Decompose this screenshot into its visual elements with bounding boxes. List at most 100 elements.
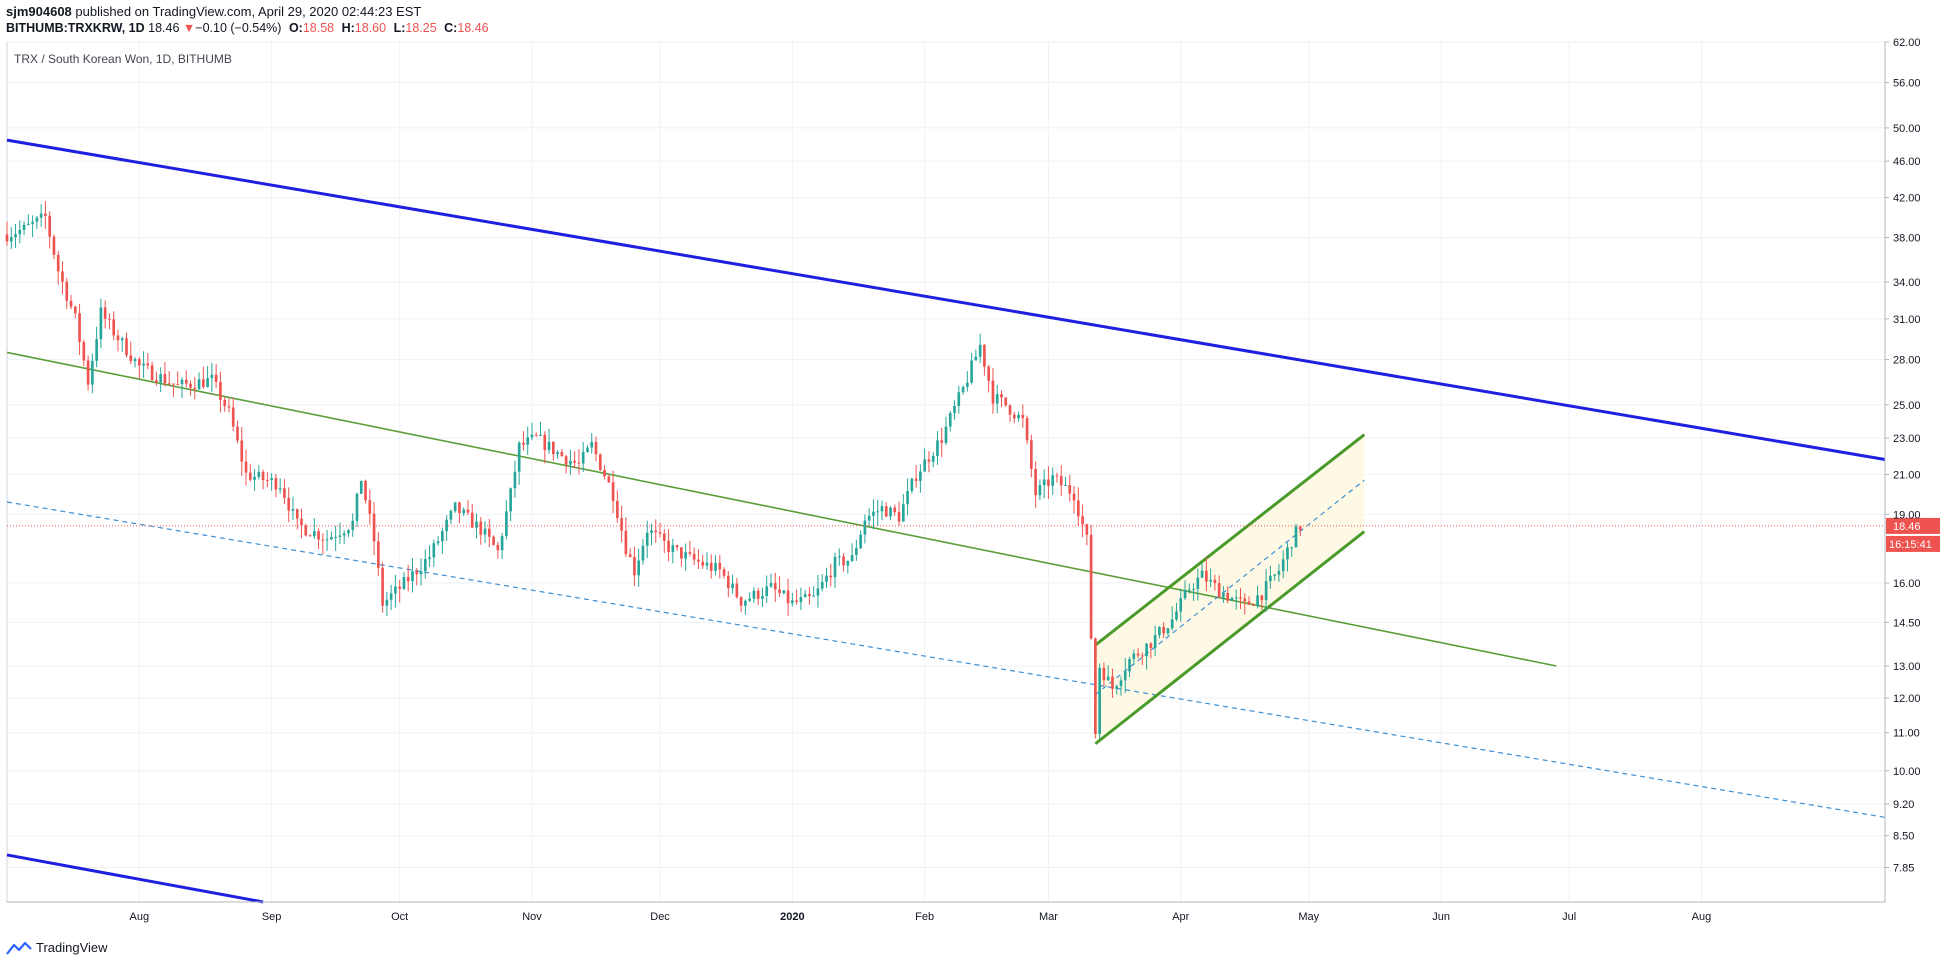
candle-body [9,237,13,242]
grid-lines [7,41,1885,902]
candle [692,547,696,566]
time-axis[interactable]: Aug Sep Oct Nov Dec 2020 Feb Mar Apr May Jun Jul Aug [7,901,1885,923]
candle [786,578,790,616]
candle [231,397,235,432]
candle-body [44,213,47,216]
candles [5,201,1302,740]
candle [1000,390,1003,407]
candle-body [803,594,807,598]
candle-body [172,383,175,385]
candle [974,349,978,361]
candle-body [270,478,273,481]
candle-body [543,434,547,450]
candle [820,574,824,592]
candle [253,469,256,491]
tradingview-branding[interactable]: TradingView [6,940,108,955]
candle [1196,568,1200,601]
candle-body [1234,597,1238,599]
candle-body [1038,485,1042,496]
candle-body [1166,628,1170,634]
candle-body [641,545,645,561]
candle [931,452,935,468]
candle [590,433,594,454]
candle [1094,637,1097,739]
candle-body [825,575,828,582]
upper-trendline[interactable] [6,138,1886,461]
candle-body [1034,468,1037,496]
candle [27,214,30,226]
candle [1294,523,1298,548]
candle-body [189,383,192,388]
price-tick-label: 62.00 [1893,37,1921,49]
candle-body [995,394,999,404]
candle-body [1187,589,1191,591]
candle-body [633,557,636,576]
candle-body [483,528,487,535]
mid-trendline[interactable] [6,351,1557,667]
candle-body [103,307,107,319]
candle [419,558,423,586]
candle [675,544,679,551]
price-tick-label: 23.00 [1893,433,1921,445]
candle [662,529,666,553]
candle [1209,568,1212,588]
candle-body [330,537,333,540]
channel-lower[interactable] [1094,530,1366,745]
channel-mid[interactable] [1095,479,1365,696]
candle [1132,649,1136,666]
candle [1081,504,1084,538]
candle [961,385,965,395]
candle [462,507,466,517]
candle-body [705,562,709,566]
candle [1230,596,1234,601]
candle [44,201,47,229]
candle [197,372,201,390]
candle-body [970,360,973,383]
candle [914,465,918,488]
candle-body [603,469,606,477]
candle-body [1123,671,1127,681]
candle [1034,461,1037,508]
candle-body [1217,583,1221,598]
candle [479,516,483,545]
dashed-support[interactable] [6,501,1886,818]
candle-body [283,488,286,499]
candle-body [436,541,440,544]
candle-body [402,576,406,589]
price-tick-label: 38.00 [1893,233,1921,245]
candle [206,365,209,388]
candle [795,589,798,605]
candle [624,517,628,558]
candle-body [522,442,525,445]
candle [586,445,589,453]
candle-body [56,254,60,272]
candle-body [637,560,641,576]
price-tick-label: 56.00 [1893,78,1921,90]
candle [1012,411,1016,424]
candle-body [620,518,623,531]
lower-trendline[interactable] [6,853,264,904]
candle [466,500,470,516]
candle-body [125,338,128,356]
candle-body [966,382,969,387]
candle [1166,627,1170,636]
channel-upper[interactable] [1094,433,1366,647]
candle-body [948,413,952,427]
candle-body [850,554,854,561]
candle [855,539,858,561]
price-axis[interactable]: 62.00 56.00 50.00 46.00 42.00 38.00 34.00 31.00… [1884,37,1921,902]
candle-body [1076,500,1080,517]
candle-body [137,359,141,366]
author-name[interactable]: sjm904608 [6,4,72,19]
candle [709,554,713,579]
candle [120,336,124,352]
candle-body [82,341,86,361]
candle-body [355,493,359,521]
price-tick-label: 46.00 [1893,156,1921,168]
candle [355,492,359,527]
candle [338,522,342,545]
candle [291,496,295,521]
candle [257,465,261,480]
candle-body [812,595,816,597]
